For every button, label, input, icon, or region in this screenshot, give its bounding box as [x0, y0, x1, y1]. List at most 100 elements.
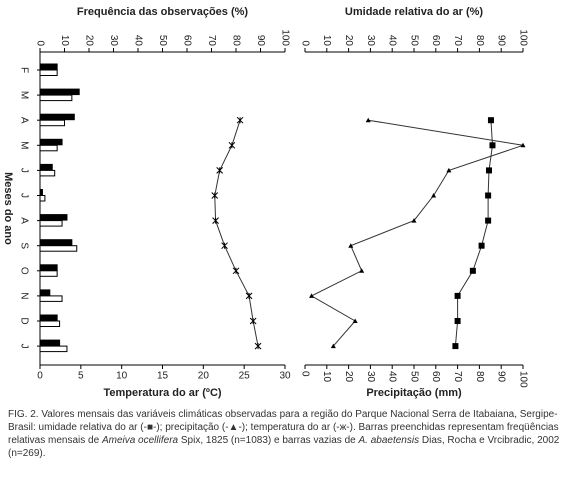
bar	[39, 239, 73, 246]
bottom-tick-label: 10	[321, 371, 332, 383]
top-tick-label: 90	[496, 35, 507, 47]
marker	[236, 116, 244, 124]
bottom-tick-label: 10	[116, 371, 128, 382]
caption: FIG. 2. Valores mensais das variáveis cl…	[8, 408, 572, 460]
bottom-tick-label: 20	[343, 371, 354, 383]
top-tick-label: 70	[452, 35, 463, 47]
top-tick-label: 80	[230, 35, 241, 47]
top-tick-label: 40	[387, 35, 398, 47]
y-tick-label: A	[18, 117, 29, 124]
bottom-tick-label: 60	[430, 371, 441, 383]
marker	[309, 293, 315, 298]
top-tick-label: 10	[59, 35, 70, 47]
top-tick-label: 10	[321, 35, 332, 47]
marker	[330, 343, 336, 349]
bar	[39, 63, 58, 70]
top-tick-label: 20	[343, 35, 354, 47]
top-tick-label: 90	[255, 35, 266, 47]
y-tick-label: F	[18, 67, 29, 73]
top-tick-label: 30	[365, 35, 376, 47]
marker	[249, 317, 257, 325]
top-tick-label: 60	[181, 35, 192, 47]
y-axis-label: Meses do ano	[2, 172, 14, 245]
bottom-tick-label: 0	[37, 371, 43, 382]
figure: Frequência das observações (%) Temperatur…	[2, 6, 528, 399]
marker	[352, 318, 358, 323]
y-tick-label: J	[18, 168, 29, 173]
y-tick-label: D	[18, 317, 29, 324]
bar	[39, 314, 58, 321]
marker	[520, 142, 526, 148]
bottom-tick-label: 15	[157, 371, 169, 382]
top-axis-label: Frequência das observações (%)	[77, 6, 249, 18]
marker	[245, 292, 253, 300]
top-tick-label: 100	[279, 29, 290, 46]
top-tick-label: 0	[34, 40, 45, 46]
bottom-tick-label: 50	[408, 371, 419, 383]
bottom-tick-label: 100	[517, 371, 528, 388]
bottom-tick-label: 30	[365, 371, 376, 383]
bar	[39, 245, 78, 252]
y-tick-label: M	[18, 141, 29, 149]
bottom-tick-label: 70	[452, 371, 463, 383]
y-tick-label: O	[18, 267, 29, 275]
top-tick-label: 30	[108, 35, 119, 47]
bar	[39, 113, 75, 121]
bar	[39, 69, 58, 76]
marker	[216, 167, 224, 174]
bar	[39, 289, 51, 296]
marker	[469, 267, 476, 274]
bar	[39, 195, 46, 202]
line	[310, 119, 524, 347]
bar	[39, 189, 43, 196]
bar	[39, 220, 63, 227]
top-tick-label: 20	[83, 35, 94, 47]
top-tick-label: 80	[474, 35, 485, 47]
marker	[232, 267, 240, 275]
marker	[446, 167, 452, 173]
bar	[39, 138, 63, 146]
bar	[39, 163, 53, 171]
bar	[39, 339, 61, 347]
marker	[485, 217, 492, 224]
bar	[39, 119, 65, 127]
bar	[39, 270, 58, 277]
marker	[228, 141, 236, 149]
caption-species: A. abaetensis	[358, 435, 420, 446]
bottom-tick-label: 25	[239, 371, 251, 382]
bar	[39, 320, 61, 327]
top-tick-label: 0	[299, 40, 310, 46]
bottom-tick-label: 80	[474, 371, 485, 383]
bar	[39, 94, 73, 102]
bar	[39, 214, 68, 221]
line	[214, 120, 259, 347]
y-tick-label: S	[18, 242, 29, 249]
caption-text: Spix, 1825 (n=1083) e barras vazias de	[178, 435, 359, 446]
marker	[454, 292, 461, 299]
bottom-tick-label: 5	[78, 371, 84, 382]
bottom-axis-label: Temperatura do ar (ºC)	[103, 387, 221, 399]
bar	[39, 295, 63, 302]
bottom-tick-label: 20	[198, 371, 210, 382]
top-tick-label: 100	[517, 29, 528, 46]
bottom-tick-label: 40	[387, 371, 398, 383]
bar	[39, 345, 68, 353]
marker	[478, 242, 485, 249]
bottom-tick-label: 0	[299, 371, 310, 377]
top-tick-label: 60	[430, 35, 441, 47]
marker	[489, 142, 496, 149]
marker	[365, 117, 371, 123]
bottom-tick-label: 90	[496, 371, 507, 383]
top-tick-label: 40	[132, 35, 143, 47]
caption-species: Ameiva ocellifera	[101, 435, 179, 446]
marker	[454, 318, 461, 324]
marker	[487, 117, 494, 124]
y-tick-label: J	[18, 193, 29, 198]
y-tick-label: M	[18, 91, 29, 99]
top-tick-label: 50	[157, 35, 168, 47]
top-tick-label: 70	[206, 35, 217, 47]
marker	[485, 167, 492, 174]
y-tick-label: J	[18, 344, 29, 349]
bar	[39, 169, 56, 177]
